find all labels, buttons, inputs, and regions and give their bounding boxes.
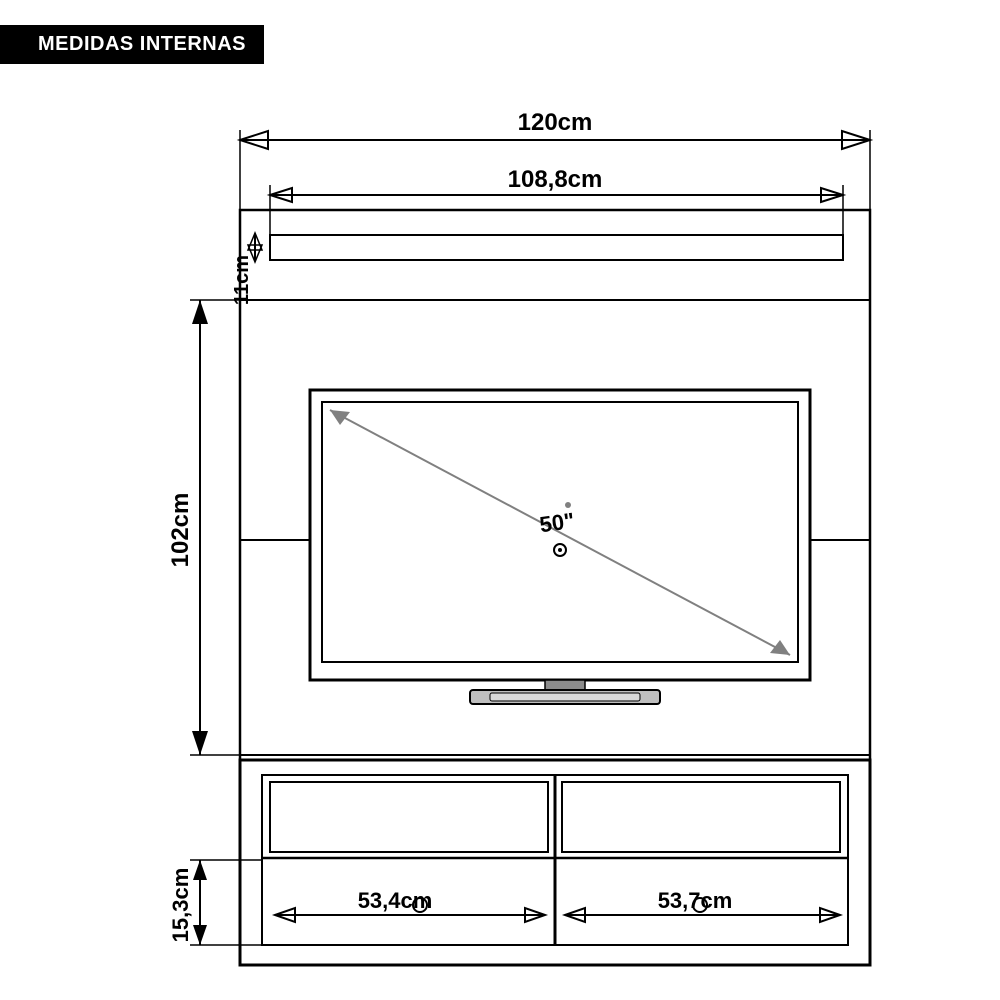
tv-stand-neck [545,680,585,690]
dim-total-width-label: 120cm [518,109,593,136]
drawer-right [562,782,840,852]
dim-drawer-height-label: 15,3cm [168,868,193,943]
dim-panel-height-label: 102cm [167,493,194,568]
dim-shelf-width-label: 108,8cm [508,166,603,193]
top-shelf [270,235,843,260]
dim-drawer-right-label: 53,7cm [658,888,733,913]
diagram-stage: 50" 120cm 108,8cm 11cm 102cm 15,3 [0,0,1000,1000]
dim-drawer-height-arrow-t [193,860,207,880]
dim-panel-height-arrow-t [192,300,208,324]
tv-mount-dot-inner [558,548,562,552]
tv-stand-base-inner [490,693,640,701]
dim-shelf-height-label: 11cm [231,255,253,305]
tv-dot-small [565,502,571,508]
dim-panel-height-arrow-b [192,731,208,755]
tv-size-label: 50" [538,508,576,538]
dim-drawer-left-label: 53,4cm [358,888,433,913]
dim-drawer-height-arrow-b [193,925,207,945]
drawer-left [270,782,548,852]
